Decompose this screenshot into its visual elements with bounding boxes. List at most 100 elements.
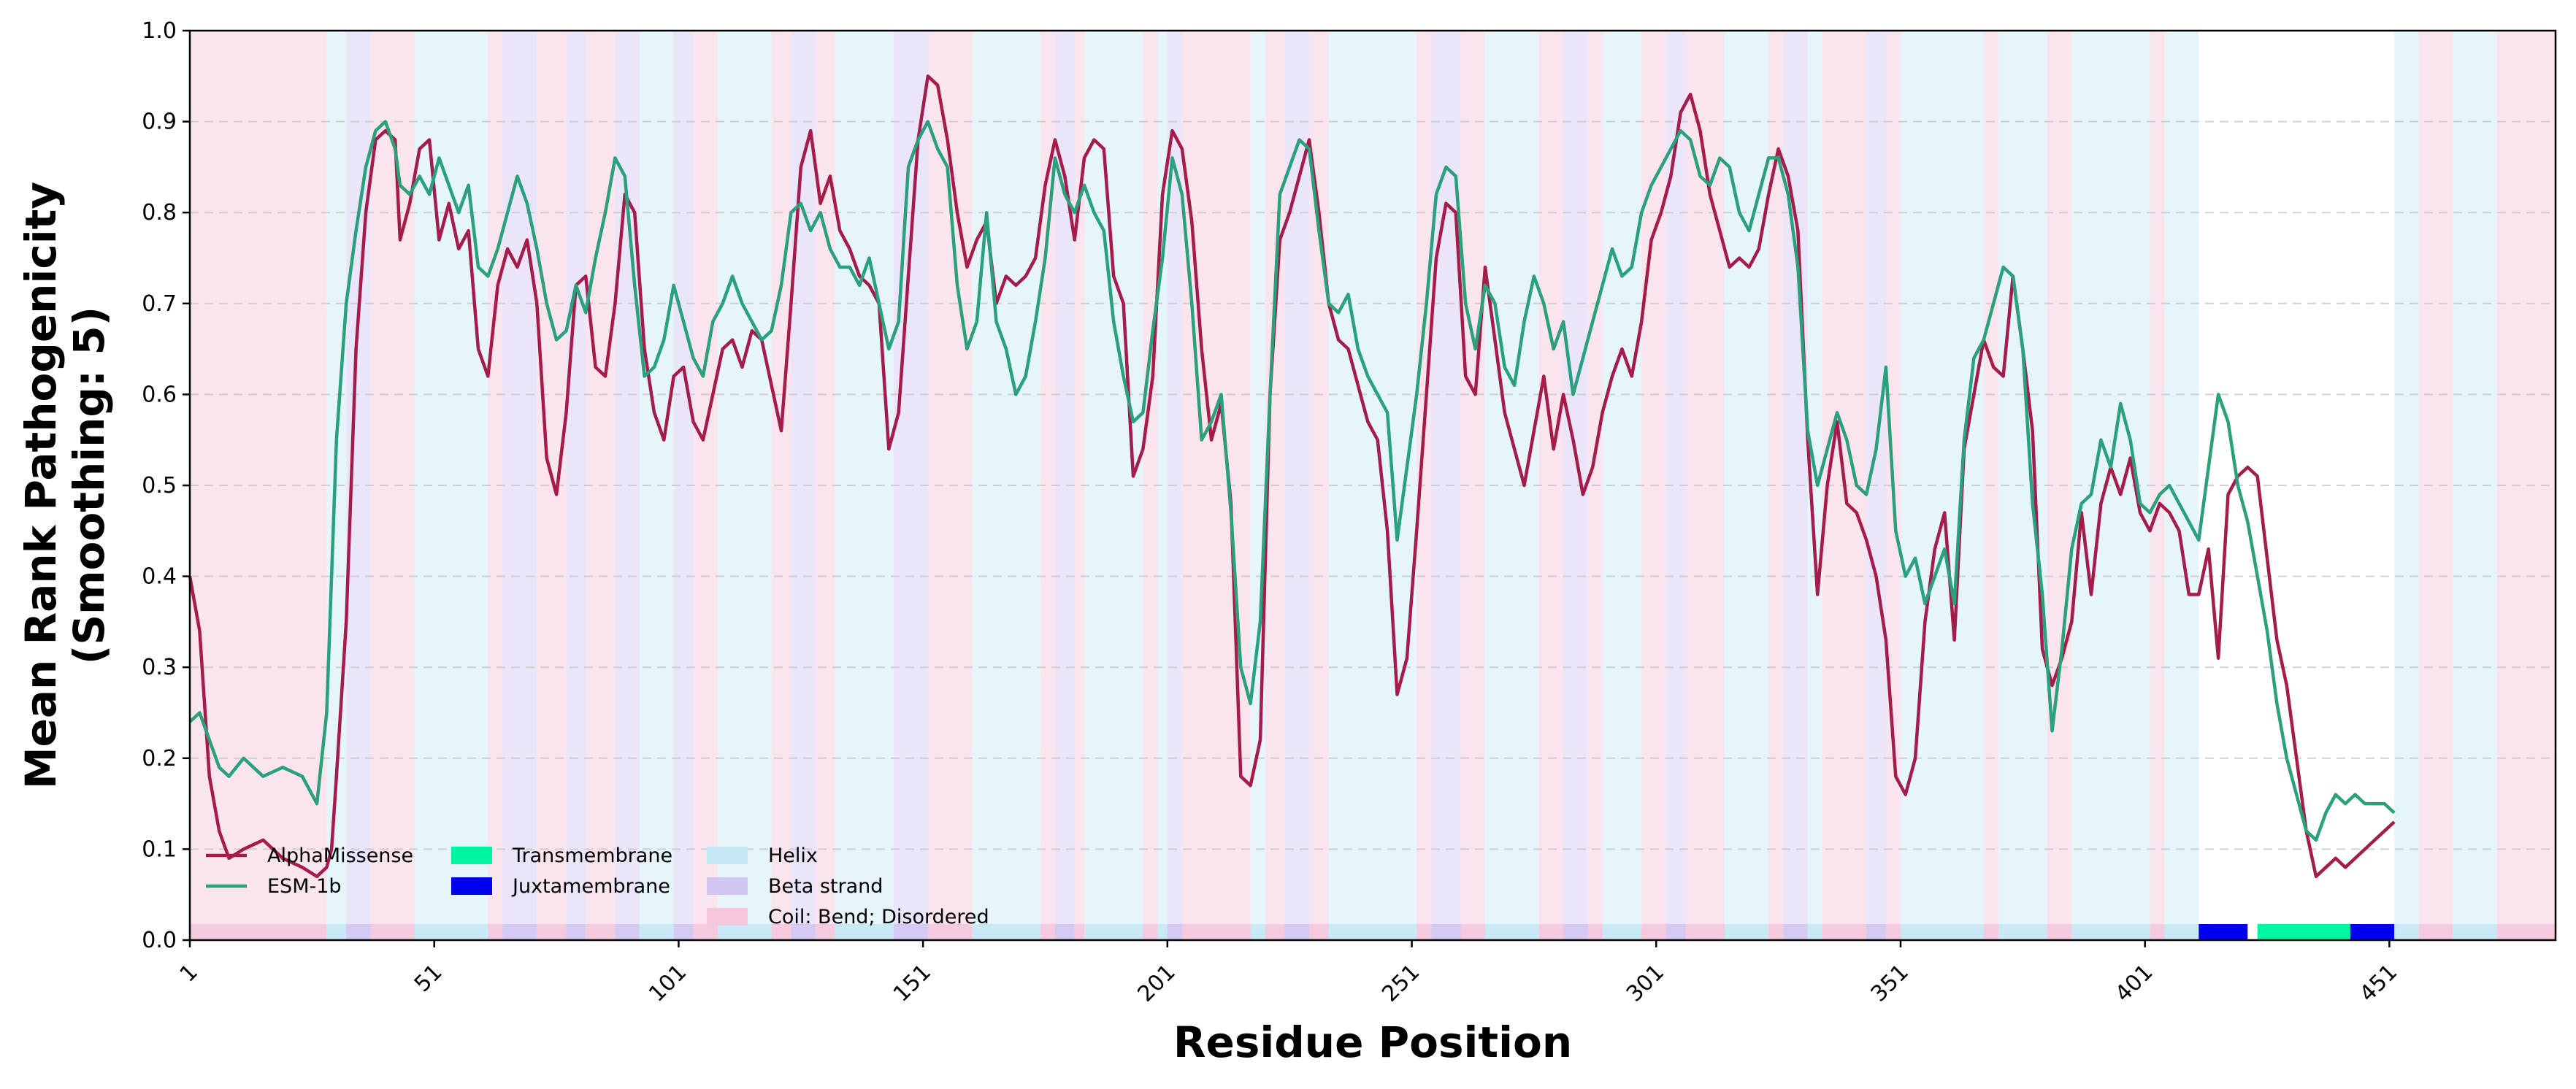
x-tick-label: 251 — [1377, 959, 1425, 1007]
x-tick-label: 51 — [410, 959, 448, 997]
legend-label: Helix — [768, 844, 818, 867]
y-tick-label: 0.1 — [142, 836, 177, 862]
region-track-segment-coil — [1538, 924, 1564, 940]
region-track-segment-coil — [190, 924, 327, 940]
region-track-segment-coil — [1822, 924, 1842, 940]
x-tick-label: 151 — [889, 959, 936, 1007]
region-track-segment-coil — [1685, 924, 1725, 940]
region-band-coil — [1768, 31, 1784, 940]
region-band-coil — [1074, 31, 1085, 940]
region-track-segment-helix — [1157, 924, 1168, 940]
y-tick-label: 0.4 — [142, 564, 177, 590]
region-track-segment-helix — [1484, 924, 1539, 940]
x-tick-label: 301 — [1622, 959, 1669, 1007]
region-track-segment-coil — [488, 924, 503, 940]
region-track-segment-coil — [1641, 924, 1666, 940]
region-track-segment-coil — [1074, 924, 1085, 940]
region-track-segment-coil — [1768, 924, 1784, 940]
region-track-segment-juxtamembrane — [2199, 924, 2248, 940]
region-track-segment-strand — [1167, 924, 1182, 940]
region-track-segment-strand — [566, 924, 586, 940]
region-track-segment-helix — [1998, 924, 2047, 940]
region-track-segment-transmembrane — [2257, 924, 2350, 940]
region-track-segment-coil — [1460, 924, 1485, 940]
region-track-segment-coil — [771, 924, 791, 940]
x-tick-label: 451 — [2355, 959, 2402, 1007]
region-track-segment-coil — [537, 924, 567, 940]
region-track-segment-juxtamembrane — [2350, 924, 2395, 940]
x-axis-title: Residue Position — [1173, 1017, 1572, 1067]
region-track-segment-helix — [972, 924, 1040, 940]
region-band-coil — [1143, 31, 1158, 940]
region-track-segment-helix — [639, 924, 674, 940]
region-track-segment-helix — [1602, 924, 1642, 940]
region-band-coil — [2150, 31, 2165, 940]
region-track-segment-strand — [1284, 924, 1309, 940]
y-axis-title-line1: Mean Rank Pathogenicity — [16, 182, 66, 789]
region-track-segment-strand — [346, 924, 371, 940]
region-track-segment-coil — [693, 924, 718, 940]
region-track-segment-coil — [927, 924, 973, 940]
y-tick-label: 0.6 — [142, 382, 177, 407]
region-track-segment-strand — [615, 924, 640, 940]
legend-label: Transmembrane — [512, 844, 672, 867]
region-track-segment-strand — [1431, 924, 1461, 940]
x-tick-label: 1 — [175, 959, 203, 987]
y-tick-label: 1.0 — [142, 18, 177, 44]
region-track-segment-coil — [1885, 924, 1901, 940]
y-tick-label: 0.2 — [142, 746, 177, 771]
region-track-segment-helix — [2164, 924, 2199, 940]
region-track-segment-coil — [1181, 924, 1251, 940]
region-track-segment-strand — [1866, 924, 1886, 940]
region-track-segment-strand — [893, 924, 928, 940]
region-band-coil — [370, 31, 415, 940]
series-lines — [188, 74, 2396, 879]
y-axis: 0.0 0.1 0.2 0.3 0.4 0.5 0.6 0.7 0.8 0.9 1.0 — [142, 18, 190, 953]
region-track-segment-helix — [1900, 924, 1984, 940]
region-track-segment-helix — [1250, 924, 1265, 940]
region-track-segment-coil — [1417, 924, 1432, 940]
region-track-segment-helix — [717, 924, 772, 940]
region-track-segment-strand — [1665, 924, 1686, 940]
region-track-segment-coil — [1983, 924, 1998, 940]
region-track-segment-coil — [1841, 924, 1867, 940]
region-track-segment-coil — [1308, 924, 1329, 940]
x-axis: 1 51 101 151 201 251 301 351 401 451 — [175, 940, 2402, 1007]
series-line-alphamissense — [188, 74, 2396, 879]
region-track-segment-helix — [1724, 924, 1769, 940]
region-track-segment-helix — [1084, 924, 1143, 940]
region-track-segment-coil — [1040, 924, 1055, 940]
y-tick-label: 0.8 — [142, 200, 177, 226]
region-track-segment-helix — [1328, 924, 1349, 940]
x-tick-label: 401 — [2110, 959, 2158, 1007]
region-track-segment-strand — [1054, 924, 1075, 940]
region-track-segment-helix — [1807, 924, 1822, 940]
region-track-segment-coil — [2150, 924, 2165, 940]
region-track-segment-coil — [815, 924, 835, 940]
legend: AlphaMissense ESM-1b Transmembrane Juxtamem… — [206, 844, 989, 928]
region-track-segment-strand — [791, 924, 816, 940]
region-track-segment-coil — [370, 924, 415, 940]
y-axis-title-line2: (Smoothing: 5) — [64, 307, 114, 664]
region-track — [190, 924, 2556, 940]
region-track-segment-coil — [2496, 924, 2556, 940]
region-track-segment-strand — [502, 924, 537, 940]
region-track-segment-helix — [2453, 924, 2497, 940]
region-track-segment-coil — [586, 924, 616, 940]
region-track-segment-coil — [1143, 924, 1158, 940]
y-tick-label: 0.0 — [142, 928, 177, 953]
legend-swatch-coil-bend-disordered — [707, 908, 748, 926]
legend-label: Beta strand — [768, 875, 883, 898]
region-track-segment-coil — [1587, 924, 1603, 940]
region-track-segment-coil — [2047, 924, 2072, 940]
x-tick-label: 201 — [1133, 959, 1181, 1007]
x-tick-label: 351 — [1866, 959, 1914, 1007]
series-line-esm-1b — [188, 120, 2396, 842]
region-track-segment-helix — [1348, 924, 1417, 940]
y-tick-label: 0.7 — [142, 291, 177, 317]
region-band-coil — [488, 31, 503, 940]
region-track-segment-helix — [326, 924, 347, 940]
legend-label: Juxtamembrane — [511, 875, 670, 898]
y-tick-label: 0.9 — [142, 109, 177, 135]
